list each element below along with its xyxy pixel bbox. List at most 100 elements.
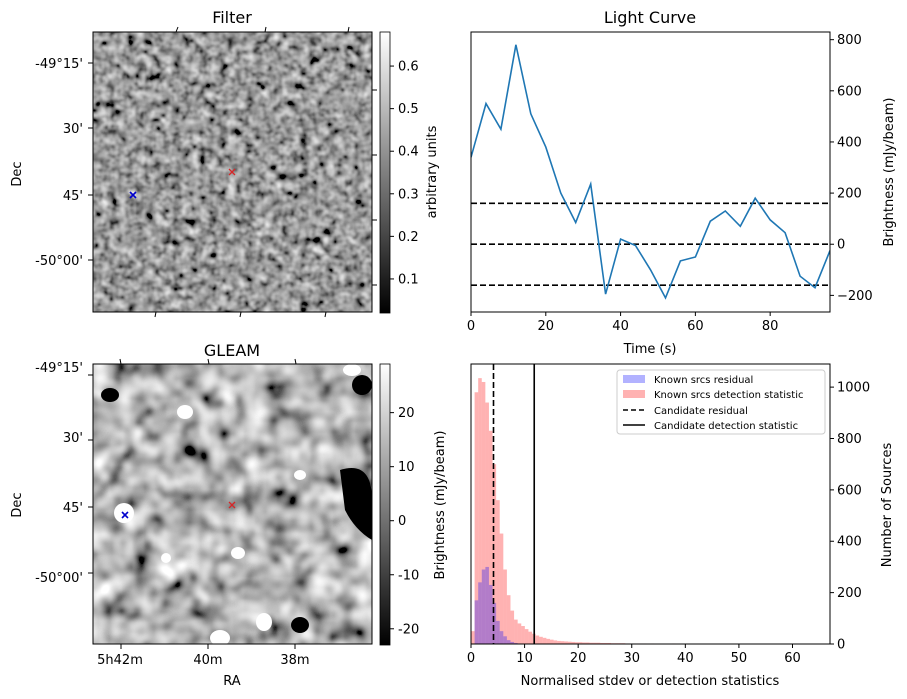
histogram-bar-s0-7 xyxy=(496,620,500,644)
lightcurve-ylabel: Brightness (mJy/beam) xyxy=(882,98,897,247)
histogram-bar-s1-9 xyxy=(503,569,507,644)
histogram-bar-s1-33 xyxy=(589,642,594,644)
gleam-ytick-3: -50°00' xyxy=(35,571,83,586)
histogram-bar-s1-23 xyxy=(553,640,558,644)
histogram-xlabel: Normalised stdev or detection statistics xyxy=(521,674,780,689)
histogram-bar-s1-34 xyxy=(593,642,597,644)
histogram-bar-s0-8 xyxy=(499,631,504,644)
histogram-bar-s1-5 xyxy=(488,430,493,644)
legend-label-candidate-detection: Candidate detection statistic xyxy=(654,421,798,432)
lightcurve-xtick-label-0: 0 xyxy=(467,319,475,334)
histogram-xtick-label-0: 0 xyxy=(467,651,475,666)
histogram-xtick-label-3: 30 xyxy=(623,651,640,666)
gleam-title: GLEAM xyxy=(204,341,260,360)
filter-cbar-tick-label-1: 0.2 xyxy=(398,230,419,245)
histogram-bar-s0-5 xyxy=(488,584,493,644)
gleam-bright-sources xyxy=(114,364,361,646)
filter-panel: Filter -49°15' 30' 45' -50°00' Dec xyxy=(10,8,440,318)
histogram-bar-s1-11 xyxy=(510,610,515,644)
gleam-colorbar-label: Brightness (mJy/beam) xyxy=(433,431,448,580)
gleam-known-marker xyxy=(121,511,129,519)
lightcurve-panel: Light Curve 0 20 40 60 80 −2000200400600800 … xyxy=(467,8,897,357)
histogram-bar-s1-19 xyxy=(539,636,543,644)
histogram-bar-s0-1 xyxy=(474,600,479,644)
gleam-ytick-2: 45' xyxy=(63,501,83,516)
gleam-xlabel: RA xyxy=(223,674,241,689)
histogram-bar-s1-14 xyxy=(521,626,525,644)
histogram-bar-s1-26 xyxy=(564,641,568,644)
filter-ytick-2: 45' xyxy=(63,189,83,204)
gleam-ylabel: Dec xyxy=(10,492,25,517)
gleam-colorbar: -20 -10 0 10 20 Brightness (mJy/beam) xyxy=(379,363,448,646)
filter-cbar-tick-label-2: 0.3 xyxy=(398,187,419,202)
lightcurve-ytick-label-2: 200 xyxy=(837,187,862,202)
histogram-bar-s1-13 xyxy=(517,623,522,644)
filter-ytick-0: -49°15' xyxy=(35,57,83,72)
filter-title: Filter xyxy=(212,8,252,27)
histogram-xtick-label-1: 10 xyxy=(516,651,533,666)
histogram-xtick-label-4: 40 xyxy=(677,651,694,666)
legend-label-known-detection: Known srcs detection statistic xyxy=(654,390,803,401)
histogram-bar-s1-6 xyxy=(492,464,497,644)
lightcurve-xlabel: Time (s) xyxy=(623,342,677,357)
histogram-bar-s1-12 xyxy=(514,619,518,644)
histogram-bar-s1-31 xyxy=(582,642,586,644)
lightcurve-xtick-label-4: 80 xyxy=(762,319,779,334)
histogram-ytick-label-1: 200 xyxy=(837,586,862,601)
histogram-bar-s1-3 xyxy=(481,381,486,644)
histogram-bar-s1-32 xyxy=(585,642,590,644)
legend-label-known-residual: Known srcs residual xyxy=(654,375,753,386)
histogram-legend: Known srcs residual Known srcs detection… xyxy=(616,369,826,435)
filter-ytick-1: 30' xyxy=(63,122,83,137)
histogram-panel: 0 10 20 30 40 50 60 0 200 400 600 800 1000 Normalis… xyxy=(467,363,895,689)
gleam-xtick-1: 40m xyxy=(193,653,222,668)
gleam-cbar-tick-label-3: 10 xyxy=(398,460,415,475)
filter-cbar-tick-label-5: 0.6 xyxy=(398,60,419,75)
gleam-ytick-1: 30' xyxy=(63,431,83,446)
histogram-bar-s1-30 xyxy=(578,642,583,644)
histogram-bar-s0-3 xyxy=(481,569,486,644)
histogram-bar-s1-15 xyxy=(524,629,529,644)
histogram-bar-s0-6 xyxy=(492,602,497,644)
histogram-bar-s1-38 xyxy=(607,642,612,644)
filter-cbar-tick-label-3: 0.4 xyxy=(398,145,419,160)
gleam-cbar-tick-label-2: 0 xyxy=(398,514,406,529)
histogram-bar-s1-24 xyxy=(557,640,561,644)
histogram-bar-s1-7 xyxy=(496,500,500,644)
histogram-ytick-label-5: 1000 xyxy=(837,381,870,396)
filter-known-marker xyxy=(129,191,137,199)
filter-ytick-3: -50°00' xyxy=(35,254,83,269)
gleam-panel: GLEAM -49°15' 30' 4 xyxy=(10,341,448,689)
histogram-bar-s0-2 xyxy=(478,582,482,644)
gleam-xtick-2: 38m xyxy=(280,653,309,668)
histogram-bar-s1-35 xyxy=(596,642,601,644)
filter-cbar-tick-label-0: 0.1 xyxy=(398,272,419,287)
histogram-bar-s0-12 xyxy=(514,642,518,644)
histogram-ytick-label-3: 600 xyxy=(837,483,862,498)
legend-label-candidate-residual: Candidate residual xyxy=(654,406,748,417)
legend-swatch-known-residual xyxy=(623,375,645,383)
lightcurve-ytick-label-5: 800 xyxy=(837,33,862,48)
lightcurve-xtick-label-1: 20 xyxy=(538,319,555,334)
lightcurve-title: Light Curve xyxy=(604,8,696,27)
lightcurve-ytick-label-0: −200 xyxy=(837,289,873,304)
histogram-bar-s1-2 xyxy=(478,378,482,644)
histogram-bar-s1-10 xyxy=(506,595,511,644)
lightcurve-ytick-label-1: 0 xyxy=(837,238,845,253)
histogram-bar-s1-16 xyxy=(528,631,533,644)
gleam-candidate-marker xyxy=(228,501,236,509)
histogram-bar-s1-22 xyxy=(549,639,554,644)
histogram-bar-s1-21 xyxy=(546,638,550,644)
gleam-cbar-tick-label-0: -20 xyxy=(398,622,419,637)
histogram-bar-s1-37 xyxy=(603,642,608,644)
lightcurve-xtick-label-3: 60 xyxy=(687,319,704,334)
histogram-bar-s0-9 xyxy=(503,636,507,644)
lightcurve-xtick-label-2: 40 xyxy=(612,319,629,334)
gleam-cbar-tick-label-1: -10 xyxy=(398,568,419,583)
filter-colorbar-label: arbitrary units xyxy=(425,125,440,218)
histogram-ytick-label-4: 800 xyxy=(837,432,862,447)
histogram-xtick-label-6: 60 xyxy=(784,651,801,666)
filter-ylabel: Dec xyxy=(10,161,25,186)
histogram-bar-s0-10 xyxy=(506,640,511,644)
